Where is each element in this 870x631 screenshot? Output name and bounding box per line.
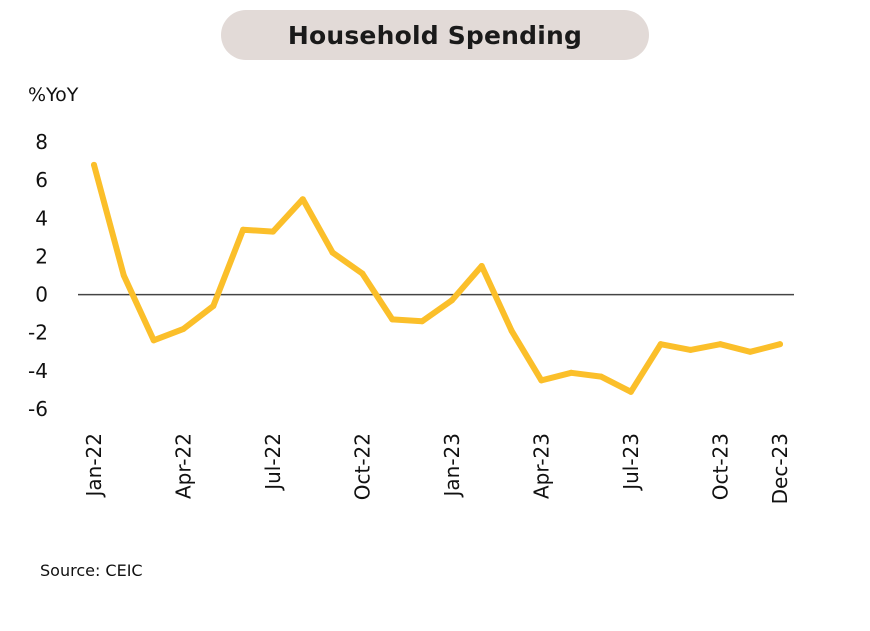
data-point <box>419 318 426 325</box>
data-point <box>508 327 515 334</box>
x-tick-label: Apr-22 <box>171 433 195 499</box>
data-point <box>180 325 187 332</box>
x-tick-label: Jan-22 <box>82 433 106 499</box>
x-tick-label: Apr-23 <box>529 433 553 499</box>
x-tick-label: Jul-22 <box>261 433 285 492</box>
series-line <box>91 161 783 395</box>
data-point <box>687 346 694 353</box>
data-point <box>389 316 396 323</box>
data-point <box>448 297 455 304</box>
data-point <box>747 348 754 355</box>
source-note: Source: CEIC <box>40 561 143 580</box>
x-tick-label: Oct-23 <box>708 433 732 500</box>
data-point <box>568 369 575 376</box>
x-tick-label: Dec-23 <box>768 433 792 504</box>
x-tick-label: Jul-23 <box>619 433 643 492</box>
y-tick-label: 2 <box>35 244 48 268</box>
y-tick-label: -6 <box>28 397 48 421</box>
data-point <box>538 377 545 384</box>
y-tick-label: 4 <box>35 206 48 230</box>
data-point <box>269 228 276 235</box>
y-tick-label: 6 <box>35 168 48 192</box>
data-point <box>657 341 664 348</box>
data-point <box>598 373 605 380</box>
title-pill: Household Spending <box>221 10 649 60</box>
data-point <box>120 272 127 279</box>
y-tick-label: -2 <box>28 321 48 345</box>
data-point <box>210 303 217 310</box>
data-point <box>777 341 783 348</box>
data-point <box>627 388 634 395</box>
data-point <box>329 249 336 256</box>
chart-title: Household Spending <box>287 20 583 50</box>
data-point <box>240 226 247 233</box>
x-tick-label: Jan-23 <box>440 433 464 499</box>
y-tick-label: -4 <box>28 359 48 383</box>
data-point <box>359 270 366 277</box>
data-point <box>91 161 97 168</box>
data-point <box>478 262 485 269</box>
y-tick-label: 0 <box>35 283 48 307</box>
data-point <box>717 341 724 348</box>
y-tick-label: 8 <box>35 130 48 154</box>
y-axis-label: %YoY <box>28 84 79 106</box>
data-point <box>299 196 306 203</box>
data-point <box>150 337 157 344</box>
x-tick-label: Oct-22 <box>350 433 374 500</box>
